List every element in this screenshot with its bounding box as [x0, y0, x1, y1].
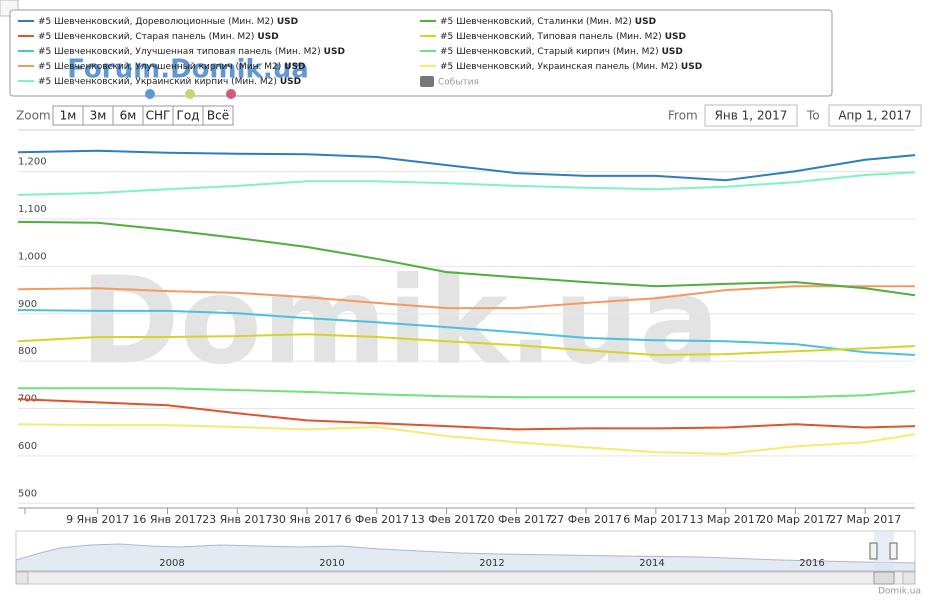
zoom-button-label[interactable]: 6м: [120, 109, 137, 123]
legend-currency: USD: [277, 17, 298, 27]
legend-label[interactable]: #5 Шевченковский, Украинский кирпич (Мин…: [38, 77, 301, 87]
plot-area: [18, 130, 915, 508]
legend-currency: USD: [665, 32, 686, 42]
series-line: [17, 309, 916, 356]
y-tick-label: 900: [18, 299, 37, 310]
legend-currency: USD: [662, 47, 683, 57]
to-label: To: [806, 109, 820, 123]
x-tick-label: 13 Фев 2017: [411, 513, 483, 526]
zoom-button-label[interactable]: СНГ: [146, 109, 171, 123]
y-tick-label: 1,200: [18, 157, 47, 168]
series-line: [17, 285, 915, 310]
dot: [185, 89, 195, 99]
legend-name[interactable]: #5 Шевченковский, Украинская панель (Мин…: [440, 62, 678, 72]
series-line: [18, 387, 916, 399]
legend-label[interactable]: #5 Шевченковский, Дореволюционные (Мин. …: [38, 17, 298, 27]
zoom-button-label[interactable]: Всё: [207, 109, 229, 123]
dot: [145, 89, 155, 99]
legend-label[interactable]: #5 Шевченковский, Старый кирпич (Мин. М2…: [440, 47, 683, 57]
x-tick-label: 23 Янв 2017: [202, 513, 272, 526]
from-input[interactable]: [704, 104, 798, 127]
watermark: Domik.ua: [80, 253, 720, 392]
legend-label[interactable]: События: [438, 78, 479, 88]
x-tick-label: 20 Фев 2017: [480, 513, 552, 526]
legend-label[interactable]: #5 Шевченковский, Улучшенный кирпич (Мин…: [38, 62, 306, 72]
legend-name[interactable]: #5 Шевченковский, Улучшенный кирпич (Мин…: [38, 62, 281, 72]
scrollbar[interactable]: [15, 571, 916, 585]
navigator-label: 2010: [319, 558, 344, 569]
legend-currency: USD: [280, 77, 301, 87]
navigator: [15, 530, 916, 572]
legend-label[interactable]: #5 Шевченковский, Старая панель (Мин. М2…: [38, 32, 279, 42]
zoom-button-label[interactable]: 1м: [60, 109, 77, 123]
y-tick-label: 800: [18, 346, 37, 357]
legend-box: [9, 9, 833, 97]
legend-name[interactable]: #5 Шевченковский, Улучшенная типовая пан…: [38, 47, 321, 57]
legend-label[interactable]: #5 Шевченковский, Сталинки (Мин. М2) USD: [440, 17, 656, 27]
watermark-small: Forum.Domik.ua: [67, 55, 309, 85]
legend-name[interactable]: #5 Шевченковский, Типовая панель (Мин. М…: [440, 32, 662, 42]
y-tick-label: 500: [18, 488, 37, 499]
legend-name[interactable]: #5 Шевченковский, Старый кирпич (Мин. М2…: [440, 47, 659, 57]
x-tick-label: 6 Фев 2017: [344, 513, 409, 526]
zoom-button-label[interactable]: Год: [177, 109, 200, 123]
x-tick-label: 16 Янв 2017: [132, 513, 202, 526]
legend-currency: USD: [681, 62, 702, 72]
navigator-label: 2014: [639, 558, 664, 569]
x-tick-label: 6 Мар 2017: [623, 513, 688, 526]
series-line: [17, 423, 916, 456]
dot: [226, 89, 236, 99]
legend-swatch[interactable]: [420, 76, 434, 87]
legend-name[interactable]: #5 Шевченковский, Украинский кирпич (Мин…: [38, 77, 277, 87]
legend-currency: USD: [257, 32, 278, 42]
legend-name[interactable]: #5 Шевченковский, Старая панель (Мин. М2…: [38, 32, 254, 42]
zoom-button[interactable]: [202, 105, 234, 126]
from-label: From: [668, 109, 698, 123]
navigator-label: 2008: [159, 558, 184, 569]
to-value: Апр 1, 2017: [838, 109, 911, 123]
series-line: [17, 149, 916, 182]
legend-currency: USD: [324, 47, 345, 57]
navigator-label: 2012: [479, 558, 504, 569]
series-line: [17, 333, 916, 357]
x-tick-label: 13 Мар 2017: [690, 513, 762, 526]
legend-label[interactable]: #5 Шевченковский, Типовая панель (Мин. М…: [440, 32, 686, 42]
legend-currency: USD: [284, 62, 305, 72]
zoom-label: Zoom: [16, 109, 51, 123]
y-tick-label: 1,100: [18, 204, 47, 215]
legend-name[interactable]: #5 Шевченковский, Дореволюционные (Мин. …: [38, 17, 274, 27]
x-tick-label: 27 Фев 2017: [550, 513, 622, 526]
legend-currency: USD: [635, 17, 656, 27]
series-line: [17, 398, 916, 431]
legend-label[interactable]: #5 Шевченковский, Украинская панель (Мин…: [440, 62, 702, 72]
x-tick-label: 27 Мар 2017: [829, 513, 901, 526]
y-tick-label: 600: [18, 441, 37, 452]
x-tick-label: 20 Мар 2017: [759, 513, 831, 526]
legend-label[interactable]: #5 Шевченковский, Улучшенная типовая пан…: [38, 47, 345, 57]
navigator-label: 2016: [799, 558, 824, 569]
zoom-button-label[interactable]: 3м: [90, 109, 107, 123]
x-tick-label: 30 Янв 2017: [272, 513, 342, 526]
legend-name[interactable]: #5 Шевченковский, Сталинки (Мин. М2): [440, 17, 632, 27]
x-tick-label: 9 Янв 2017: [66, 513, 129, 526]
credit: Domik.ua: [878, 587, 921, 597]
series-line: [17, 171, 916, 196]
to-input[interactable]: [828, 104, 922, 127]
series-line: [17, 220, 916, 297]
from-value: Янв 1, 2017: [715, 109, 788, 123]
y-tick-label: 1,000: [18, 251, 47, 262]
